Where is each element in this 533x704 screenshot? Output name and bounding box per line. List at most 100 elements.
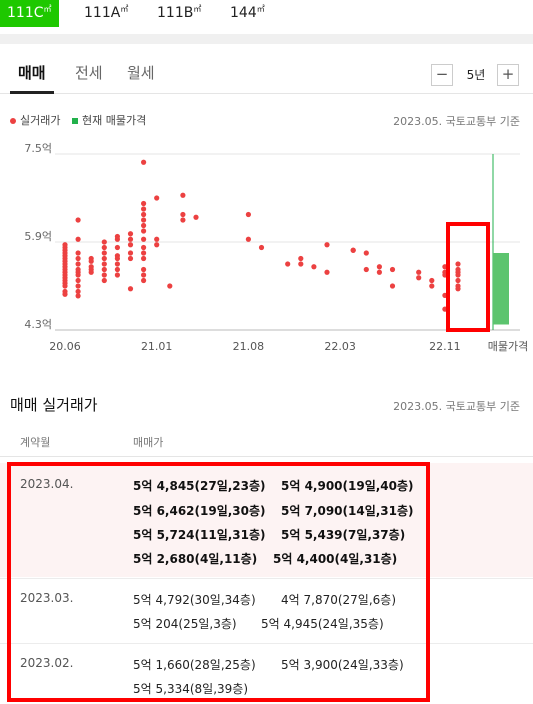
x-tick-label: 20.06 (49, 340, 81, 353)
data-point (127, 242, 134, 248)
chart-legend: 실거래가 현재 매물가격 (10, 112, 146, 128)
contract-month: 2023.02. (20, 656, 74, 670)
x-tick-label: 21.08 (233, 340, 265, 353)
data-point (101, 261, 107, 267)
data-point (167, 283, 173, 289)
data-point (141, 244, 147, 251)
data-point (363, 250, 369, 256)
period-minus-button[interactable]: − (431, 64, 453, 86)
deal-price: 5억 4,900(19일,40층) (281, 479, 414, 493)
data-point (75, 283, 81, 289)
area-unit: ㎡ (193, 4, 202, 14)
deal-price: 5억 4,845(27일,23층) (133, 479, 266, 493)
data-point (141, 266, 147, 273)
data-point (88, 269, 94, 275)
data-point (455, 286, 461, 292)
period-plus-button[interactable]: + (497, 64, 519, 86)
deal-price: 5억 4,400(4일,31층) (273, 552, 398, 566)
data-point (141, 217, 147, 223)
period-label: 5년 (466, 68, 486, 82)
data-point (324, 242, 330, 248)
col-header-month: 계약월 (20, 436, 51, 449)
area-tabs: 111C㎡ 111A㎡ 111B㎡ 144㎡ (0, 0, 533, 34)
area-tab-111c[interactable]: 111C㎡ (0, 0, 59, 27)
data-point (127, 231, 134, 237)
tab-monthly-rent[interactable]: 월세 (127, 64, 155, 82)
data-point (62, 291, 68, 297)
data-point (75, 217, 81, 223)
deal-price: 5억 4,945(24일,35층) (261, 617, 384, 631)
area-tab-111a[interactable]: 111A㎡ (77, 0, 135, 27)
area-tab-label: 144 (230, 5, 257, 21)
data-point (141, 250, 147, 256)
data-point (75, 250, 81, 256)
listing-price-legend-square (71, 118, 78, 124)
data-point (416, 275, 422, 281)
data-point (154, 195, 160, 201)
data-point (154, 242, 160, 248)
data-point (101, 239, 107, 245)
data-point (114, 272, 120, 278)
deal-price: 5억 7,090(14일,31층) (281, 504, 414, 518)
area-tab-label: 111A (84, 5, 121, 21)
x-tick-label: 21.01 (141, 340, 173, 353)
data-point (193, 214, 199, 220)
data-point (141, 272, 147, 278)
data-point (114, 255, 120, 262)
deal-price: 5억 204(25일,3층) (133, 617, 237, 631)
tabs-divider (0, 93, 533, 94)
data-point (101, 255, 107, 262)
data-point (141, 159, 147, 165)
data-point (154, 236, 160, 242)
data-point (75, 277, 81, 284)
contract-month: 2023.04. (20, 477, 74, 491)
section-divider (0, 34, 533, 44)
area-tab-144[interactable]: 144㎡ (223, 0, 272, 27)
data-point (127, 286, 134, 292)
deal-price: 5억 6,462(19일,30층) (133, 504, 266, 518)
data-point (442, 264, 448, 270)
tab-jeonse[interactable]: 전세 (75, 64, 103, 82)
data-point (141, 255, 147, 262)
area-unit: ㎡ (120, 4, 129, 14)
area-tab-label: 111C (7, 5, 44, 21)
data-point (429, 277, 435, 284)
header-divider (0, 456, 533, 457)
deal-price: 4억 7,870(27일,6층) (281, 593, 397, 607)
col-header-price: 매매가 (133, 436, 164, 449)
data-point (101, 266, 107, 273)
data-point (389, 266, 396, 273)
deal-price: 5억 2,680(4일,11층) (133, 552, 258, 566)
y-tick-label: 7.5억 (24, 142, 52, 155)
area-unit: ㎡ (256, 4, 265, 14)
data-point (455, 261, 461, 267)
deal-price: 5억 5,724(11일,31층) (133, 528, 266, 542)
data-point (141, 277, 147, 284)
data-point (285, 261, 291, 267)
section-source-note: 2023.05. 국토교통부 기준 (393, 400, 520, 413)
listing-price-label: 매물가격 (488, 340, 528, 353)
data-point (141, 236, 147, 242)
price-chart: 7.5억 5.9억 4.3억 20.06 21.01 21.08 22.03 22.11 매물가… (24, 142, 528, 353)
data-point (180, 217, 186, 223)
legend-current-label: 현재 매물가격 (81, 114, 147, 127)
data-point (141, 211, 147, 218)
data-point (141, 228, 147, 234)
data-point (376, 264, 382, 270)
data-point (350, 247, 356, 253)
data-point (101, 277, 107, 284)
data-point (127, 236, 134, 242)
tab-sale[interactable]: 매매 (18, 64, 46, 82)
area-tab-label: 111B (157, 5, 194, 21)
data-point (101, 272, 107, 278)
data-point (442, 306, 448, 312)
area-tab-111b[interactable]: 111B㎡ (150, 0, 208, 27)
deal-price: 5억 5,334(8일,39층) (133, 682, 249, 696)
data-point (298, 255, 304, 262)
deal-price: 5억 3,900(24일,33층) (281, 658, 404, 672)
data-point (324, 269, 330, 275)
data-point (75, 236, 81, 242)
data-point (75, 272, 81, 278)
data-point (62, 283, 68, 289)
listing-price-bar (493, 253, 509, 325)
